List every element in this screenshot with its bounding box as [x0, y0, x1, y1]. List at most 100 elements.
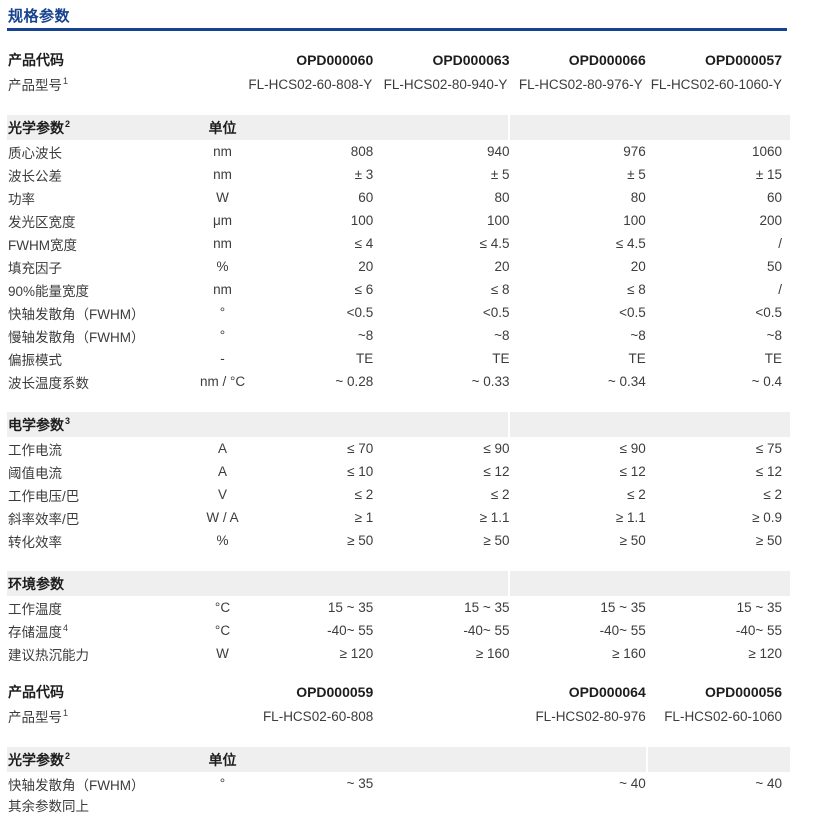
spec-value: ~ 40	[755, 776, 782, 791]
spec-label: 工作电流	[7, 439, 200, 459]
sections: 光学参数2 单位 快轴发散角（FWHM） ° ~ 35 ~ 40 ~ 40	[7, 747, 790, 795]
product-model-row: 产品型号1 FL-HCS02-60-808 FL-HCS02-80-976 FL…	[7, 704, 790, 728]
spec-label-text: 工作温度	[8, 601, 62, 617]
spec-unit: W	[216, 190, 229, 205]
section-header-bar: 环境参数	[7, 571, 790, 596]
product-table-group: 产品代码 OPD000060 OPD000063 OPD000066 OPD00…	[7, 48, 790, 665]
spec-value: -40~ 55	[463, 623, 510, 638]
spec-value: 100	[350, 213, 374, 228]
spec-label-text: 功率	[8, 191, 35, 207]
spec-value: ≥ 160	[612, 646, 646, 661]
section-header-bar: 电学参数3	[7, 412, 790, 437]
section-rows: 工作电流 A ≤ 70 ≤ 90 ≤ 90 ≤ 75 阈值电流 A ≤ 10 ≤…	[7, 437, 790, 552]
spec-value: TE	[492, 351, 510, 366]
page-title: 规格参数	[8, 8, 71, 25]
spec-label: 慢轴发散角（FWHM）	[7, 326, 200, 346]
spec-value: 50	[766, 259, 782, 274]
spec-unit: nm / °C	[200, 374, 246, 389]
spec-value: 20	[630, 259, 646, 274]
spec-value: ≤ 75	[755, 441, 782, 456]
spec-label-text: 阈值电流	[8, 465, 62, 481]
spec-row: 波长温度系数 nm / °C ~ 0.28 ~ 0.33 ~ 0.34 ~ 0.…	[7, 370, 790, 393]
spec-value: ≤ 4.5	[479, 236, 510, 251]
title-rule	[7, 28, 787, 31]
section-title-text: 光学参数	[8, 119, 64, 136]
product-code-row: 产品代码 OPD000059 OPD000064 OPD000056	[7, 680, 790, 704]
spec-value: 15 ~ 35	[736, 600, 782, 615]
section-title: 电学参数3	[7, 415, 200, 435]
spec-unit: %	[216, 533, 229, 548]
spec-value: 80	[630, 190, 646, 205]
spec-value: 1060	[751, 144, 782, 159]
spec-label-text: 快轴发散角（FWHM）	[8, 777, 145, 793]
spec-value: ≤ 90	[483, 441, 510, 456]
spec-row: 建议热沉能力 W ≥ 120 ≥ 160 ≥ 160 ≥ 120	[7, 642, 790, 665]
product-model-row: 产品型号1 FL-HCS02-60-808-Y FL-HCS02-80-940-…	[7, 72, 790, 96]
spec-label: 发光区宽度	[7, 211, 200, 231]
spec-value: ~8	[357, 328, 374, 343]
spec-row: 填充因子 % 20 20 20 50	[7, 255, 790, 278]
spec-value: ~8	[766, 328, 782, 343]
spec-value: ± 5	[627, 167, 646, 182]
footnote-marker: 4	[63, 622, 69, 633]
product-code: OPD000057	[704, 52, 782, 68]
spec-value: 60	[358, 190, 374, 205]
spec-value: ≥ 1	[354, 510, 374, 525]
product-code: OPD000059	[296, 684, 374, 700]
product-code: OPD000066	[568, 52, 646, 68]
spec-label: 填充因子	[7, 257, 200, 277]
spec-label-text: 填充因子	[8, 260, 62, 276]
spec-value: ≥ 50	[483, 533, 510, 548]
spec-label: 转化效率	[7, 531, 200, 551]
spec-label: 工作电压/巴	[7, 485, 200, 505]
product-code-row: 产品代码 OPD000060 OPD000063 OPD000066 OPD00…	[7, 48, 790, 72]
spec-unit: °	[219, 328, 226, 343]
spec-label-text: 存储温度	[8, 624, 62, 640]
spec-row: 慢轴发散角（FWHM） ° ~8 ~8 ~8 ~8	[7, 324, 790, 347]
spec-value: ~ 0.34	[607, 374, 646, 389]
section-title: 环境参数	[7, 574, 200, 594]
spec-unit: %	[216, 259, 229, 274]
spec-value: ≥ 1.1	[479, 510, 510, 525]
footnote-marker: 1	[63, 76, 69, 86]
spec-unit: A	[217, 464, 227, 479]
footnote: 其余参数同上	[7, 795, 790, 818]
spec-value: ≥ 50	[619, 533, 646, 548]
spec-value: ≤ 10	[347, 464, 374, 479]
spec-label-text: 转化效率	[8, 534, 62, 550]
spec-sheet-page: 规格参数 产品代码 OPD000060 OPD000063 OPD000066 …	[7, 8, 790, 818]
spec-label: 功率	[7, 188, 200, 208]
spec-value: ± 3	[354, 167, 374, 182]
spec-value: -40~ 55	[327, 623, 374, 638]
spec-value: ≥ 50	[347, 533, 374, 548]
spec-label: 90%能量宽度	[7, 280, 200, 300]
spec-label: 快轴发散角（FWHM）	[7, 303, 200, 323]
spec-value: -40~ 55	[735, 623, 782, 638]
spec-value: /	[778, 236, 782, 251]
product-model-label: 产品型号1	[7, 74, 200, 94]
spec-value: <0.5	[346, 305, 374, 320]
spec-label-text: 工作电压/巴	[8, 488, 80, 504]
section: 光学参数2 单位 快轴发散角（FWHM） ° ~ 35 ~ 40 ~ 40	[7, 747, 790, 795]
spec-label-text: 90%能量宽度	[8, 283, 90, 299]
spec-value: ≤ 90	[619, 441, 646, 456]
section: 电学参数3 工作电流 A ≤ 70 ≤ 90 ≤ 90 ≤ 75	[7, 412, 790, 552]
product-model: FL-HCS02-80-976-Y	[518, 76, 643, 92]
spec-value: -40~ 55	[599, 623, 646, 638]
spec-value: 15 ~ 35	[464, 600, 510, 615]
spec-label-text: FWHM宽度	[8, 237, 77, 253]
spec-row: 质心波长 nm 808 940 976 1060	[7, 140, 790, 163]
spec-value: 20	[494, 259, 510, 274]
spec-value: ~ 0.28	[335, 374, 374, 389]
spec-unit: °C	[214, 600, 231, 615]
spec-value: ≤ 4.5	[615, 236, 646, 251]
spec-row: 快轴发散角（FWHM） ° <0.5 <0.5 <0.5 <0.5	[7, 301, 790, 324]
footnote-marker: 2	[65, 118, 71, 129]
spec-value: ≤ 12	[755, 464, 782, 479]
spec-value: ≥ 1.1	[615, 510, 646, 525]
spec-value: ≥ 50	[755, 533, 782, 548]
spec-value: 100	[486, 213, 510, 228]
spec-unit: V	[217, 487, 227, 502]
spec-row: 阈值电流 A ≤ 10 ≤ 12 ≤ 12 ≤ 12	[7, 460, 790, 483]
spec-value: ≥ 120	[748, 646, 782, 661]
